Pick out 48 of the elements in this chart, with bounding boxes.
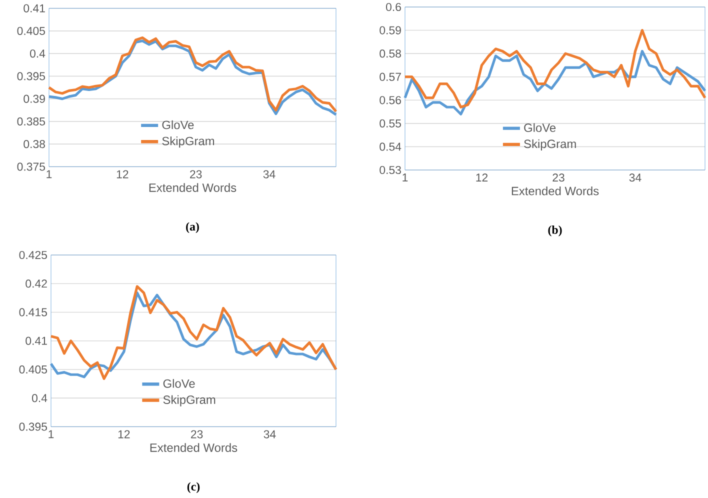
x-tick-label: 34 xyxy=(263,170,276,178)
x-axis-title: Extended Words xyxy=(512,186,599,196)
x-axis-title: Extended Words xyxy=(149,183,236,192)
y-tick-label: 0.415 xyxy=(19,308,47,316)
y-tick-label: 0.4 xyxy=(30,50,46,58)
y-tick-label: 0.405 xyxy=(19,365,47,374)
x-tick-label: 34 xyxy=(629,174,642,182)
x-tick-label: 1 xyxy=(48,430,54,438)
text: (c) xyxy=(187,482,200,494)
x-tick-label: 1 xyxy=(402,174,408,182)
text: (a) xyxy=(186,222,199,234)
y-tick-label: 0.41 xyxy=(24,4,45,12)
y-tick-label: 0.395 xyxy=(17,72,45,80)
x-tick-label: 1 xyxy=(46,170,52,178)
y-tick-label: 0.53 xyxy=(380,166,401,174)
x-tick-label: 23 xyxy=(191,430,203,438)
y-tick-label: 0.6 xyxy=(386,2,401,12)
x-tick-label: 23 xyxy=(552,174,564,182)
y-tick-label: 0.41 xyxy=(26,336,47,345)
y-tick-label: 0.58 xyxy=(380,50,401,58)
text: (b) xyxy=(548,226,562,236)
x-tick-label: 12 xyxy=(116,170,128,178)
y-tick-label: 0.375 xyxy=(17,162,45,171)
y-tick-label: 0.39 xyxy=(24,94,45,103)
y-tick-label: 0.54 xyxy=(380,142,402,151)
legend-label: GloVe xyxy=(524,123,556,132)
x-tick-label: 12 xyxy=(118,430,130,438)
legend-label: SkipGram xyxy=(162,136,214,148)
x-axis-title: Extended Words xyxy=(150,443,238,452)
y-tick-label: 0.385 xyxy=(17,117,45,126)
legend-label: SkipGram xyxy=(163,395,216,406)
line-series xyxy=(404,28,706,108)
y-tick-label: 0.405 xyxy=(17,26,45,35)
legend-label: SkipGram xyxy=(524,139,576,150)
x-tick-label: 23 xyxy=(190,170,202,178)
x-tick-label: 12 xyxy=(476,174,488,182)
y-tick-label: 0.57 xyxy=(380,72,401,81)
legend-label: GloVe xyxy=(163,379,195,388)
x-tick-label: 34 xyxy=(264,430,276,438)
y-tick-label: 0.59 xyxy=(380,26,401,34)
legend-label: GloVe xyxy=(162,120,194,130)
y-tick-label: 0.42 xyxy=(26,280,47,288)
y-tick-label: 0.38 xyxy=(24,140,45,148)
y-tick-label: 0.55 xyxy=(380,119,401,128)
y-tick-label: 0.56 xyxy=(380,96,401,104)
y-tick-label: 0.395 xyxy=(19,422,47,431)
y-tick-label: 0.4 xyxy=(32,394,48,402)
y-tick-label: 0.425 xyxy=(19,250,47,260)
